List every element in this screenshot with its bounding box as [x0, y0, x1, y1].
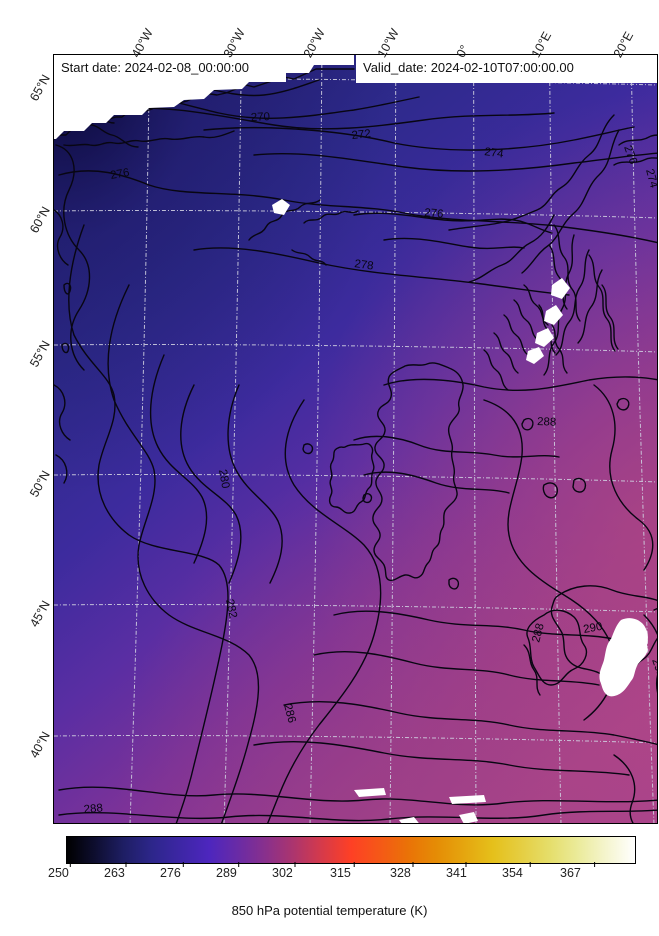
- svg-text:276: 276: [424, 207, 444, 221]
- svg-text:272: 272: [351, 128, 371, 142]
- svg-text:270: 270: [251, 111, 271, 124]
- svg-text:288: 288: [537, 416, 557, 429]
- svg-text:288: 288: [83, 802, 103, 816]
